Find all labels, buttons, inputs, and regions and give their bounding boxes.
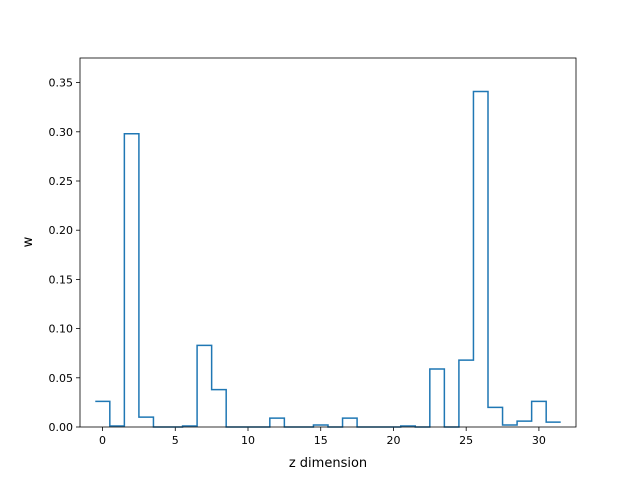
plot-area — [80, 58, 576, 427]
x-tick-label: 0 — [99, 434, 106, 447]
x-tick-label: 10 — [241, 434, 255, 447]
y-tick-label: 0.15 — [49, 273, 74, 286]
x-axis-label: z dimension — [289, 456, 367, 471]
y-axis-label: w — [21, 236, 36, 247]
x-tick-label: 20 — [386, 434, 400, 447]
x-tick-label: 30 — [532, 434, 546, 447]
y-tick-label: 0.30 — [49, 126, 74, 139]
y-axis-ticks: 0.00 0.05 0.10 0.15 0.20 0.25 0.30 0.35 — [49, 77, 80, 434]
y-tick-label: 0.10 — [49, 323, 74, 336]
x-tick-label: 15 — [314, 434, 328, 447]
y-tick-label: 0.35 — [49, 77, 74, 90]
x-tick-label: 5 — [172, 434, 179, 447]
y-tick-label: 0.05 — [49, 372, 74, 385]
x-axis-ticks: 0 5 10 15 20 25 30 — [99, 427, 546, 447]
y-tick-label: 0.00 — [49, 421, 74, 434]
y-tick-label: 0.20 — [49, 224, 74, 237]
x-tick-label: 25 — [459, 434, 473, 447]
y-tick-label: 0.25 — [49, 175, 74, 188]
plot-frame — [79, 57, 577, 428]
